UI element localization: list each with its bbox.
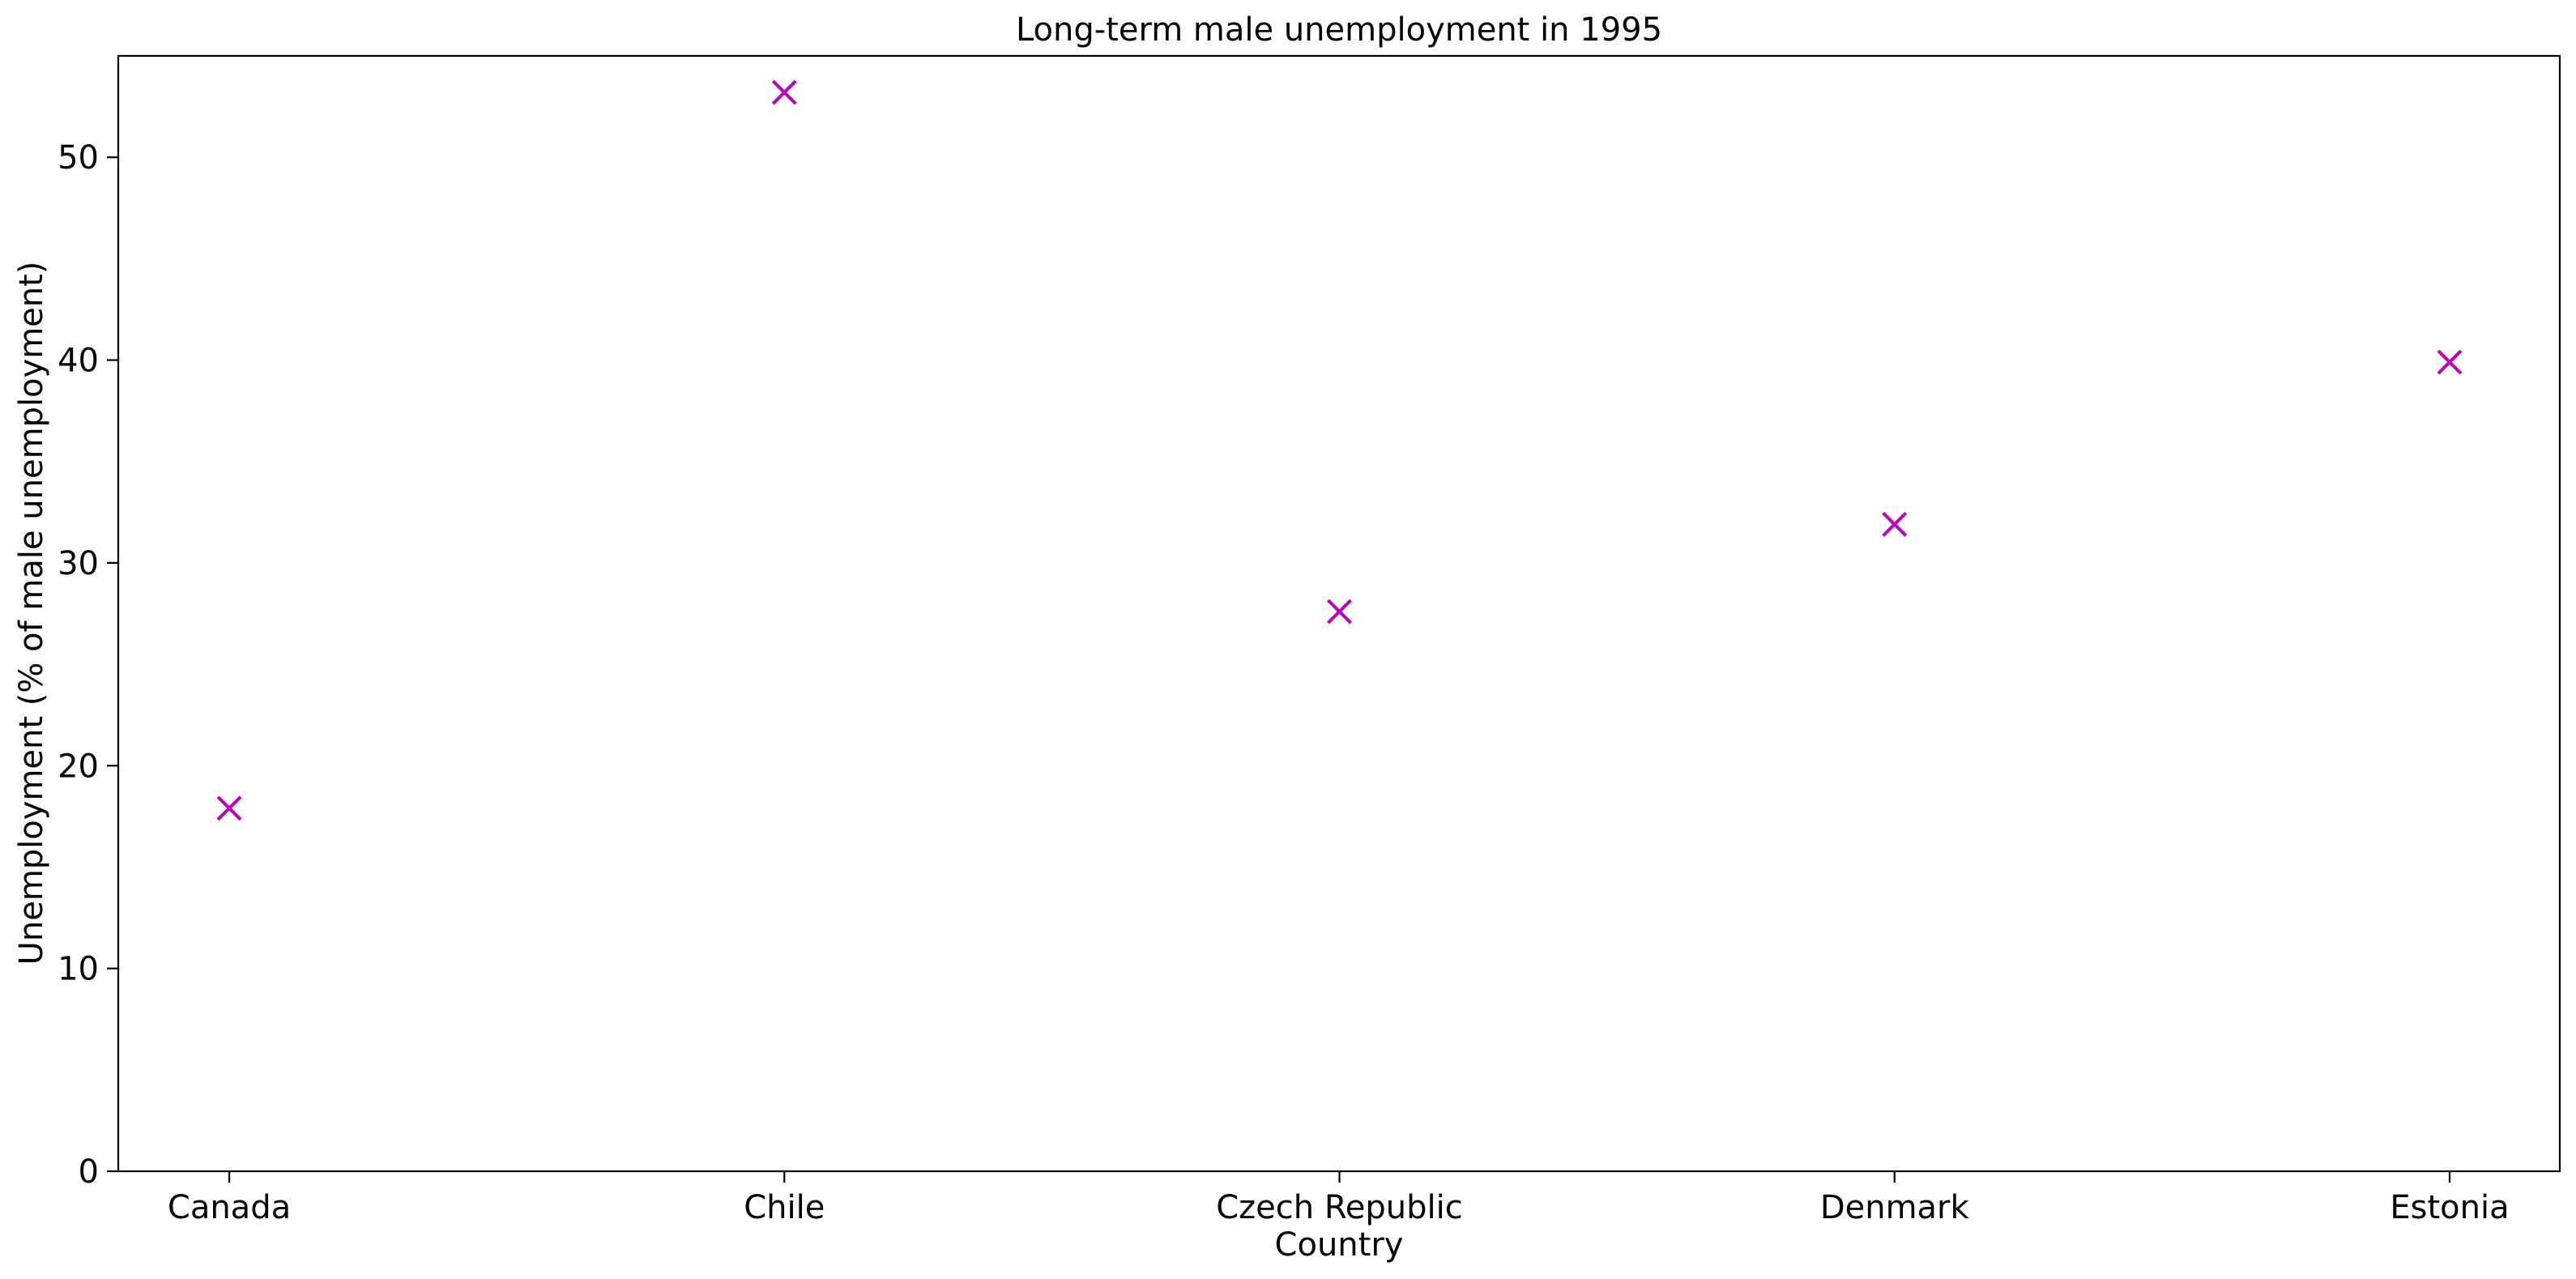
x-tick-label: Chile — [744, 1189, 825, 1226]
data-point-estonia — [2437, 349, 2463, 375]
x-tick-label: Czech Republic — [1216, 1189, 1463, 1226]
data-point-denmark — [1882, 511, 1908, 537]
data-point-canada — [216, 795, 242, 821]
x-tick-label: Estonia — [2390, 1189, 2509, 1226]
x-axis-label: Country — [1275, 1226, 1404, 1264]
data-point-czech-republic — [1327, 599, 1352, 625]
x-axis: Canada Chile Czech Republic Denmark Estonia — [168, 1171, 2510, 1226]
y-tick-label: 40 — [58, 343, 99, 380]
y-axis-label: Unemployment (% of male unemployment) — [13, 262, 50, 966]
y-tick-label: 30 — [58, 545, 99, 582]
y-tick-label: 20 — [58, 748, 99, 785]
x-tick-label: Denmark — [1820, 1189, 1970, 1226]
x-tick-label: Canada — [168, 1189, 291, 1226]
data-points — [216, 79, 2463, 821]
y-tick-label: 0 — [79, 1153, 99, 1191]
y-tick-label: 50 — [58, 139, 99, 177]
data-point-chile — [771, 79, 797, 105]
y-tick-label: 10 — [58, 951, 99, 988]
chart-title: Long-term male unemployment in 1995 — [1016, 11, 1662, 49]
y-axis: 0 10 20 30 40 50 — [58, 139, 118, 1191]
